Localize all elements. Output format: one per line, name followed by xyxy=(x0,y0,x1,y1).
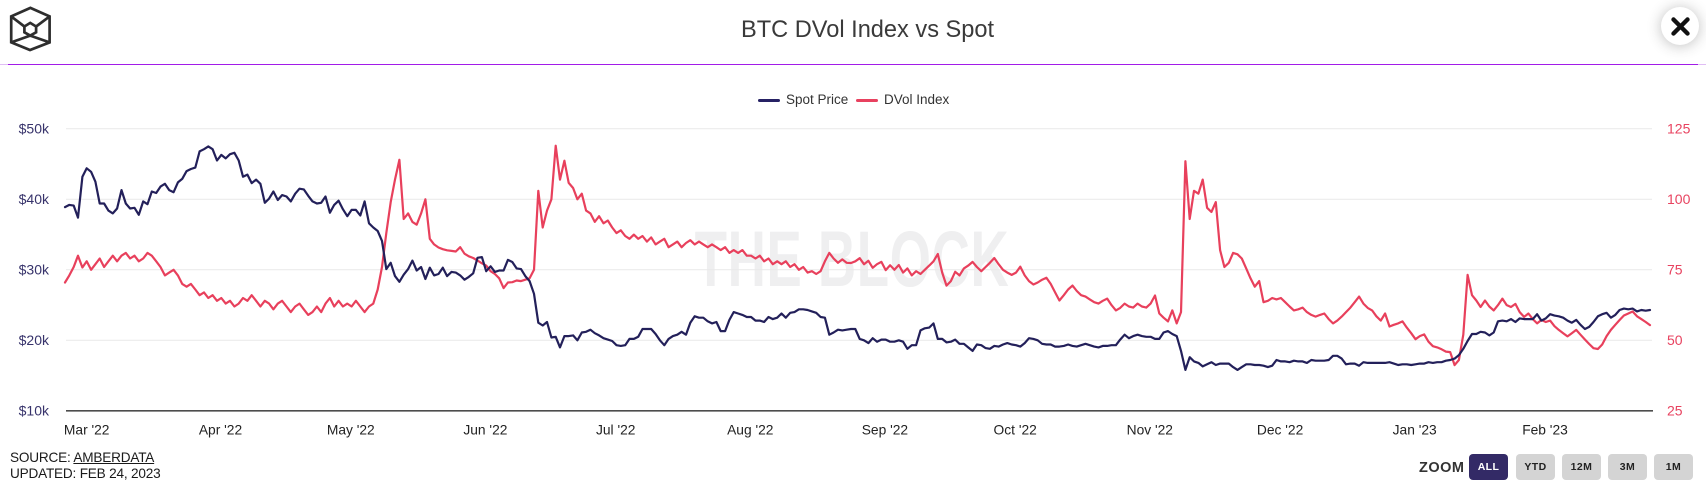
svg-text:May '22: May '22 xyxy=(327,423,375,438)
svg-text:Apr '22: Apr '22 xyxy=(199,423,242,438)
svg-text:125: 125 xyxy=(1667,121,1691,137)
svg-text:Jan '23: Jan '23 xyxy=(1393,423,1437,438)
svg-text:Aug '22: Aug '22 xyxy=(727,423,773,438)
svg-text:Jun '22: Jun '22 xyxy=(463,423,507,438)
svg-text:50: 50 xyxy=(1667,332,1683,348)
svg-text:100: 100 xyxy=(1667,191,1691,207)
svg-text:THE BLOCK: THE BLOCK xyxy=(695,216,1010,304)
svg-text:Sep '22: Sep '22 xyxy=(862,423,908,438)
svg-text:Mar '22: Mar '22 xyxy=(64,423,110,438)
svg-text:75: 75 xyxy=(1667,262,1683,278)
svg-text:$40k: $40k xyxy=(19,191,50,207)
svg-text:$20k: $20k xyxy=(19,332,50,348)
svg-text:$30k: $30k xyxy=(19,262,50,278)
svg-text:Nov '22: Nov '22 xyxy=(1127,423,1173,438)
svg-text:Feb '23: Feb '23 xyxy=(1522,423,1568,438)
svg-text:$10k: $10k xyxy=(19,403,50,419)
svg-text:25: 25 xyxy=(1667,403,1683,419)
svg-text:Jul '22: Jul '22 xyxy=(596,423,635,438)
svg-text:Oct '22: Oct '22 xyxy=(994,423,1037,438)
svg-text:$50k: $50k xyxy=(19,121,50,137)
svg-text:Dec '22: Dec '22 xyxy=(1257,423,1303,438)
